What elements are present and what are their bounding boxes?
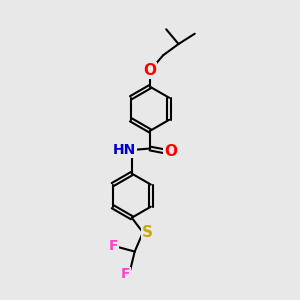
Text: HN: HN: [113, 143, 136, 157]
Text: S: S: [142, 225, 153, 240]
Text: F: F: [121, 267, 130, 281]
Text: O: O: [143, 63, 157, 78]
Text: F: F: [108, 239, 118, 253]
Text: O: O: [164, 144, 177, 159]
